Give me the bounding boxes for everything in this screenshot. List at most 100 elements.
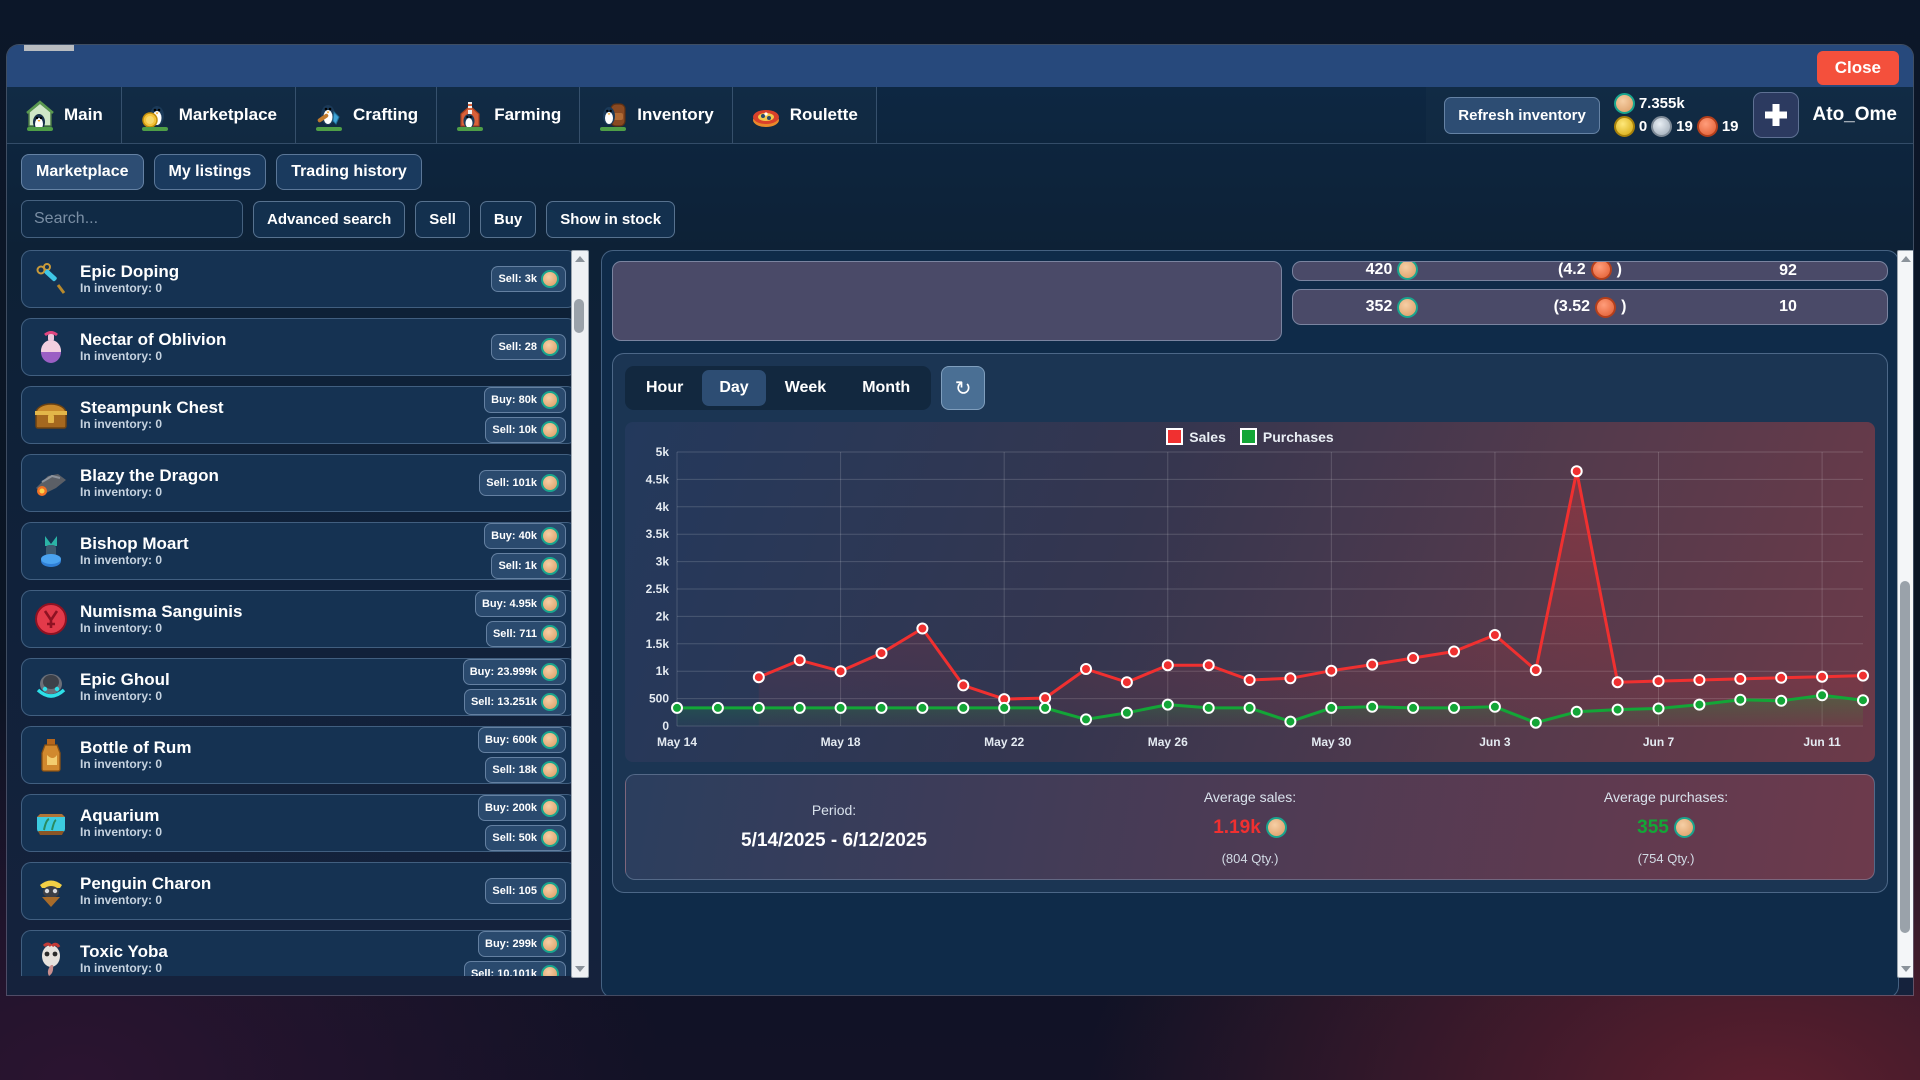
subtab-marketplace[interactable]: Marketplace xyxy=(21,154,144,190)
data-point-purchases[interactable] xyxy=(1857,694,1869,707)
item-sell-price[interactable]: Sell: 50k xyxy=(485,825,566,851)
list-item[interactable]: Epic Ghoul In inventory: 0 Buy: 23.999k Sel… xyxy=(21,658,577,716)
item-list-scrollbar[interactable] xyxy=(571,250,589,978)
data-point-purchases[interactable] xyxy=(834,701,847,714)
list-item[interactable]: Toxic Yoba In inventory: 0 Buy: 299k Sell: … xyxy=(21,930,577,976)
refresh-inventory-button[interactable]: Refresh inventory xyxy=(1444,96,1600,134)
list-item[interactable]: Steampunk Chest In inventory: 0 Buy: 80k Se… xyxy=(21,386,577,444)
data-point-sales[interactable] xyxy=(1693,674,1706,686)
scroll-up-arrow-icon[interactable] xyxy=(1901,256,1911,262)
item-sell-price[interactable]: Sell: 1k xyxy=(491,553,566,579)
data-point-sales[interactable] xyxy=(1366,658,1379,671)
data-point-sales[interactable] xyxy=(1407,652,1420,664)
item-list-scroll-thumb[interactable] xyxy=(574,299,584,333)
data-point-sales[interactable] xyxy=(1120,676,1133,689)
data-point-purchases[interactable] xyxy=(1652,702,1665,715)
data-point-sales[interactable] xyxy=(793,654,806,667)
item-buy-price[interactable]: Buy: 80k xyxy=(484,387,566,413)
data-point-sales[interactable] xyxy=(875,647,888,660)
item-sell-price[interactable]: Sell: 18k xyxy=(485,757,566,783)
data-point-purchases[interactable] xyxy=(1120,706,1133,719)
data-point-purchases[interactable] xyxy=(1816,689,1829,702)
table-row[interactable]: 352 (3.52 ) 10 xyxy=(1292,289,1888,325)
data-point-sales[interactable] xyxy=(1570,465,1583,478)
table-row[interactable]: 420 (4.2 ) 92 xyxy=(1292,261,1888,281)
list-item[interactable]: Nectar of Oblivion In inventory: 0 Sell: 2… xyxy=(21,318,577,376)
nav-item-inventory[interactable]: Inventory xyxy=(580,87,733,143)
nav-item-crafting[interactable]: Crafting xyxy=(296,87,438,143)
data-point-sales[interactable] xyxy=(1284,672,1297,685)
data-point-purchases[interactable] xyxy=(957,701,970,714)
data-point-purchases[interactable] xyxy=(1161,698,1174,711)
nav-item-farming[interactable]: Farming xyxy=(437,87,581,143)
data-point-purchases[interactable] xyxy=(1202,701,1215,714)
data-point-sales[interactable] xyxy=(957,679,970,692)
nav-item-main[interactable]: Main xyxy=(7,87,122,143)
scroll-down-arrow-icon[interactable] xyxy=(575,966,585,972)
data-point-sales[interactable] xyxy=(1816,670,1829,683)
detail-panel-scrollbar[interactable] xyxy=(1897,250,1913,978)
item-sell-price[interactable]: Sell: 105 xyxy=(485,878,566,904)
data-point-purchases[interactable] xyxy=(1407,701,1420,714)
item-sell-price[interactable]: Sell: 28 xyxy=(491,334,566,360)
data-point-purchases[interactable] xyxy=(1693,698,1706,711)
data-point-purchases[interactable] xyxy=(1325,701,1338,714)
item-buy-price[interactable]: Buy: 299k xyxy=(478,931,566,957)
item-buy-price[interactable]: Buy: 40k xyxy=(484,523,566,549)
data-point-sales[interactable] xyxy=(1857,669,1869,682)
subtab-my-listings[interactable]: My listings xyxy=(153,154,267,190)
data-point-sales[interactable] xyxy=(1775,671,1788,684)
data-point-sales[interactable] xyxy=(752,671,765,684)
data-point-sales[interactable] xyxy=(1448,645,1460,658)
item-sell-price[interactable]: Sell: 3k xyxy=(491,266,566,292)
scroll-up-arrow-icon[interactable] xyxy=(575,256,585,262)
item-sell-price[interactable]: Sell: 101k xyxy=(479,470,566,496)
data-point-sales[interactable] xyxy=(1039,692,1052,705)
data-point-sales[interactable] xyxy=(1652,675,1665,688)
item-sell-price[interactable]: Sell: 10k xyxy=(485,417,566,443)
list-item[interactable]: Penguin Charon In inventory: 0 Sell: 105 xyxy=(21,862,577,920)
data-point-sales[interactable] xyxy=(1734,672,1747,685)
window-tab-handle[interactable] xyxy=(24,45,74,51)
data-point-purchases[interactable] xyxy=(1080,713,1092,726)
detail-scroll-thumb[interactable] xyxy=(1900,581,1910,933)
data-point-sales[interactable] xyxy=(916,622,929,635)
data-point-purchases[interactable] xyxy=(916,701,929,714)
data-point-sales[interactable] xyxy=(1325,664,1338,677)
data-point-purchases[interactable] xyxy=(752,701,765,714)
data-point-purchases[interactable] xyxy=(1734,693,1747,706)
data-point-purchases[interactable] xyxy=(1284,715,1297,728)
data-point-sales[interactable] xyxy=(1488,629,1501,641)
advanced-search-button[interactable]: Advanced search xyxy=(253,200,406,238)
item-sell-price[interactable]: Sell: 711 xyxy=(485,621,566,647)
marketplace-item-list[interactable]: Epic Doping In inventory: 0 Sell: 3k Nectar… xyxy=(21,250,585,976)
nav-item-marketplace[interactable]: Marketplace xyxy=(122,87,297,143)
range-month[interactable]: Month xyxy=(862,379,911,396)
data-point-purchases[interactable] xyxy=(1529,716,1542,729)
data-point-sales[interactable] xyxy=(1529,664,1542,677)
add-currency-button[interactable] xyxy=(1752,92,1799,138)
item-buy-price[interactable]: Buy: 23.999k xyxy=(462,659,566,685)
data-point-purchases[interactable] xyxy=(1611,703,1624,716)
data-point-purchases[interactable] xyxy=(671,701,683,714)
range-week[interactable]: Week xyxy=(784,379,827,396)
data-point-sales[interactable] xyxy=(834,665,847,678)
show-in-stock-button[interactable]: Show in stock xyxy=(546,200,676,238)
data-point-purchases[interactable] xyxy=(793,701,806,714)
data-point-sales[interactable] xyxy=(1080,663,1092,675)
item-buy-price[interactable]: Buy: 600k xyxy=(478,727,566,753)
range-day[interactable]: Day xyxy=(702,370,766,406)
data-point-sales[interactable] xyxy=(1161,659,1174,672)
data-point-purchases[interactable] xyxy=(1775,694,1788,707)
sell-button[interactable]: Sell xyxy=(415,200,470,238)
data-point-purchases[interactable] xyxy=(711,701,724,714)
data-point-purchases[interactable] xyxy=(1366,700,1379,713)
data-point-purchases[interactable] xyxy=(875,701,888,714)
subtab-trading-history[interactable]: Trading history xyxy=(276,154,422,190)
data-point-purchases[interactable] xyxy=(1039,701,1052,714)
nav-item-roulette[interactable]: Roulette xyxy=(733,87,877,143)
range-hour[interactable]: Hour xyxy=(646,379,684,396)
close-button[interactable]: Close xyxy=(1816,51,1899,85)
item-buy-price[interactable]: Buy: 200k xyxy=(478,795,566,821)
data-point-purchases[interactable] xyxy=(1448,701,1460,714)
